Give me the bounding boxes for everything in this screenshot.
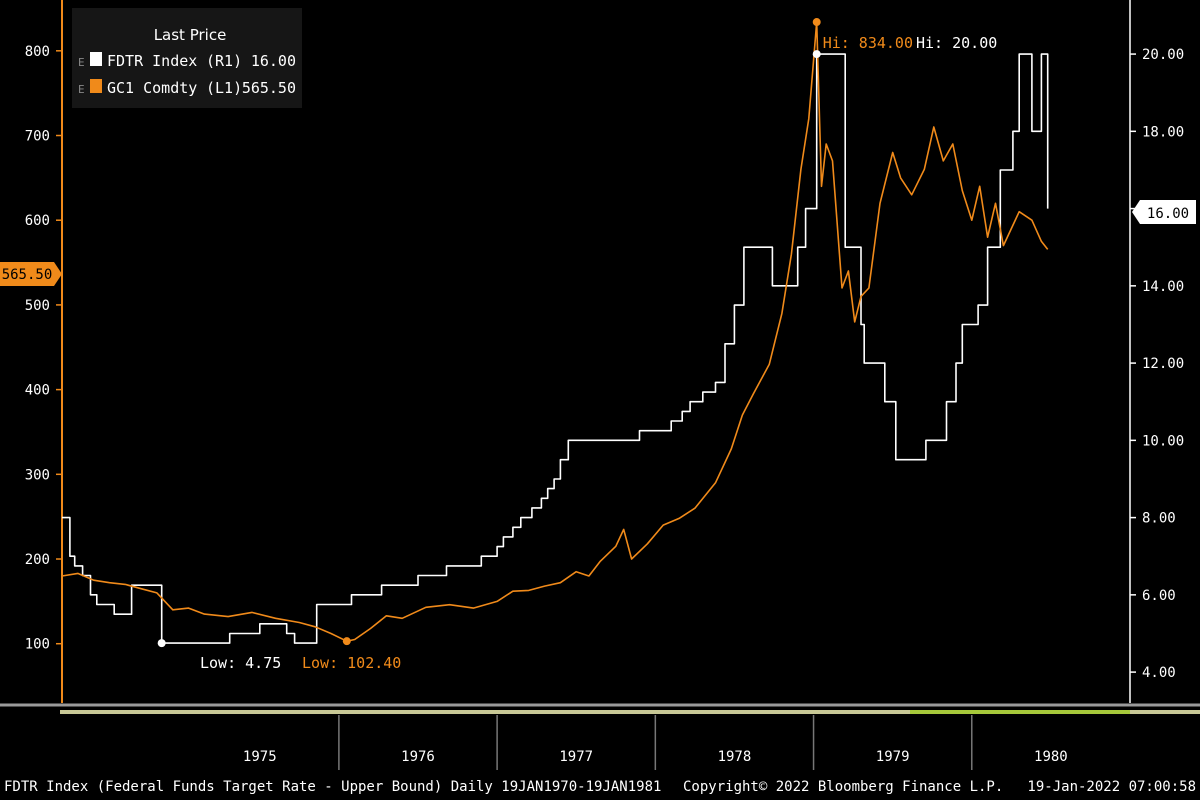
- gold-last-tag-text: 565.50: [2, 267, 53, 283]
- right-tick-label: 10.00: [1142, 433, 1184, 449]
- left-tick-label: 600: [25, 213, 50, 229]
- legend-name-gold: GC1 Comdty: [107, 79, 197, 97]
- legend-marker-gold: E: [78, 83, 85, 96]
- left-tick-label: 200: [25, 552, 50, 568]
- year-label: 1980: [1034, 749, 1068, 765]
- year-label: 1979: [876, 749, 910, 765]
- left-tick-label: 400: [25, 383, 50, 399]
- right-tick-label: 6.00: [1142, 588, 1176, 604]
- left-tick-label: 700: [25, 129, 50, 145]
- rate-low-marker: [157, 639, 166, 648]
- legend-value-rate: 16.00: [251, 52, 296, 70]
- legend-name-rate: FDTR Index: [107, 52, 197, 70]
- legend-box: [72, 8, 302, 108]
- right-tick-label: 14.00: [1142, 279, 1184, 295]
- right-tick-label: 8.00: [1142, 511, 1176, 527]
- footer-timestamp: 19-Jan-2022 07:00:58: [1027, 779, 1196, 795]
- legend-axis-rate: (R1): [206, 52, 242, 70]
- legend-value-gold: 565.50: [242, 79, 296, 97]
- left-tick-label: 300: [25, 467, 50, 483]
- legend-marker-rate: E: [78, 56, 85, 69]
- year-label: 1975: [243, 749, 277, 765]
- rate-last-tag-shape: [1132, 200, 1196, 224]
- timeline-strip: [60, 710, 1200, 714]
- footer-copyright: Copyright© 2022 Bloomberg Finance L.P.: [683, 779, 1003, 795]
- rate-high-label: Hi: 20.00: [916, 34, 997, 52]
- gold-last-tag: 565.50: [0, 262, 62, 286]
- fdtr-series-line: [62, 53, 1049, 644]
- year-label: 1977: [559, 749, 593, 765]
- right-tick-label: 20.00: [1142, 47, 1184, 63]
- year-label: 1976: [401, 749, 435, 765]
- footer-description: FDTR Index (Federal Funds Target Rate - …: [4, 779, 661, 795]
- series-layer: [61, 21, 1049, 644]
- gold-high-label: Hi: 834.00: [823, 34, 913, 52]
- rate-high-marker: [812, 50, 821, 59]
- timeline-strip-highlight: [910, 710, 1130, 714]
- right-tick-label: 12.00: [1142, 356, 1184, 372]
- rate-last-tag: 16.00: [1132, 200, 1196, 224]
- gold-high-marker: [812, 18, 821, 27]
- legend-swatch-rate: [90, 52, 102, 66]
- rate-last-tag-text: 16.00: [1147, 206, 1189, 222]
- left-tick-label: 100: [25, 637, 50, 653]
- left-tick-label: 500: [25, 298, 50, 314]
- right-tick-label: 18.00: [1142, 124, 1184, 140]
- gold-low-label: Low: 102.40: [302, 654, 401, 672]
- legend-swatch-gold: [90, 79, 102, 93]
- marks-layer: [157, 18, 821, 648]
- legend: Last Price E FDTR Index (R1) 16.00 E GC1…: [72, 8, 302, 108]
- right-tick-label: 4.00: [1142, 665, 1176, 681]
- legend-axis-gold: (L1): [206, 79, 242, 97]
- rate-low-label: Low: 4.75: [200, 654, 281, 672]
- left-tick-label: 800: [25, 44, 50, 60]
- gold-last-tag-shape: [0, 262, 62, 286]
- gold-series-line: [61, 21, 1049, 642]
- legend-title: Last Price: [154, 26, 227, 44]
- year-label: 1978: [718, 749, 752, 765]
- gold-low-marker: [342, 637, 351, 646]
